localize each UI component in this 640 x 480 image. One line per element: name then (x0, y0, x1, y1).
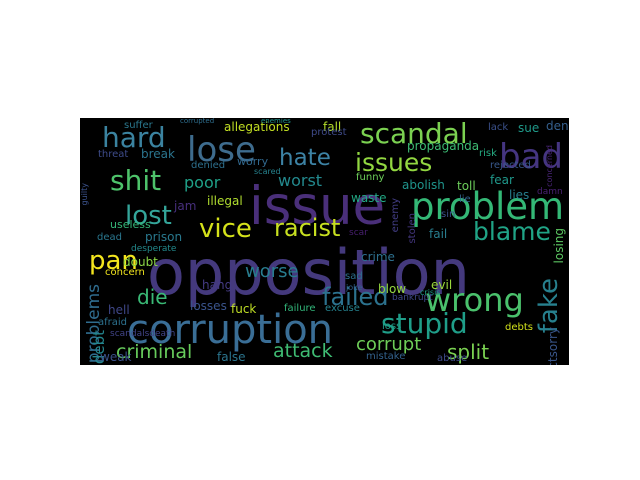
word-sin: sin (441, 209, 456, 220)
word-mistake: mistake (366, 351, 406, 362)
word-blame: blame (473, 217, 551, 246)
word-scandalsdeath: scandalsdeath (110, 329, 176, 339)
word-abuse: abuse (437, 353, 468, 364)
word-doubt: doubt (123, 255, 158, 269)
word-corruption: corruption (127, 307, 334, 353)
word-fall: fall (323, 120, 342, 134)
word-weak: weak (100, 350, 132, 364)
word-poor: poor (184, 173, 221, 192)
word-attack: attack (273, 340, 333, 362)
word-crisis: crisis (420, 288, 441, 297)
word-losing: losing (552, 228, 566, 264)
word-enemy: enemy (390, 198, 401, 233)
word-jam: jam (174, 199, 197, 213)
word-failed: failed (322, 283, 389, 311)
word-problem: problem (411, 185, 565, 228)
word-joke: joke (346, 283, 363, 292)
word-fear: fear (490, 173, 514, 187)
word-crime: crime (361, 250, 395, 264)
word-opposition: opposition (147, 236, 470, 309)
word-hang: hang (202, 278, 233, 292)
word-toll: toll (457, 179, 476, 193)
word-dead: dead (97, 232, 122, 243)
word-rejected: rejected (490, 160, 531, 171)
word-guilty: guilty (80, 183, 89, 206)
word-funny: funny (356, 172, 385, 183)
word-fail: fail (429, 227, 448, 241)
word-bankrupt: bankrupt (392, 293, 433, 303)
word-threat: threat (98, 149, 129, 160)
word-waste: waste (351, 191, 387, 205)
word-break: break (141, 147, 175, 161)
word-prison: prison (145, 230, 183, 244)
word-losses: losses (190, 299, 227, 313)
word-racist: racist (274, 214, 341, 242)
word-worst: worst (278, 171, 323, 190)
word-protest: protest (311, 127, 347, 138)
word-sue: sue (518, 121, 540, 135)
word-worry: worry (237, 155, 269, 168)
word-lack: lack (488, 122, 509, 133)
word-blow: blow (378, 282, 407, 296)
word-scared: scared (254, 167, 281, 176)
word-allegations: allegations (224, 120, 290, 134)
word-lies: lies (509, 188, 530, 202)
word-suffer: suffer (124, 120, 153, 131)
word-false: false (217, 350, 246, 364)
word-rejectsorry: rejectsorry (546, 327, 560, 365)
word-loss: loss (382, 321, 402, 332)
word-stolen: stolen (407, 213, 418, 244)
word-illegal: illegal (207, 194, 243, 208)
word-concerned: concerned (545, 145, 554, 187)
word-issue: issue (249, 176, 386, 237)
word-die: die (137, 285, 168, 309)
word-cloud: opposition issue corruption problem wrong bad… (80, 118, 569, 365)
word-failure: failure (284, 303, 316, 314)
word-wrong: wrong (425, 281, 524, 319)
word-useless: useless (110, 218, 151, 231)
word-criminal: criminal (116, 341, 193, 363)
word-debts: debts (505, 322, 533, 333)
word-damn: damn (537, 187, 563, 197)
word-fuck: fuck (231, 302, 257, 316)
word-worse: worse (245, 261, 299, 282)
word-propaganda: propaganda (407, 139, 480, 153)
word-desperate: desperate (131, 244, 177, 254)
word-scar: scar (349, 228, 368, 238)
word-concern: concern (105, 267, 145, 278)
word-lose: lose (187, 130, 256, 170)
word-evil: evil (431, 278, 453, 292)
word-risk: risk (479, 148, 497, 159)
word-scandal: scandal (360, 118, 468, 150)
word-stupid: stupid (381, 307, 468, 340)
word-hell: hell (108, 303, 130, 317)
word-corrupt: corrupt (356, 334, 422, 355)
word-abolish: abolish (402, 178, 445, 192)
word-sad: sad (345, 271, 363, 282)
word-lost: lost (125, 201, 172, 231)
word-hard: hard (102, 121, 166, 154)
word-vice: vice (199, 214, 252, 244)
word-deny: deny (546, 119, 569, 133)
word-issues: issues (355, 148, 433, 177)
word-lie: lie (459, 194, 471, 205)
word-denied: denied (191, 160, 226, 171)
word-corrupted: corrupted (180, 118, 215, 125)
word-bad: bad (499, 137, 563, 177)
word-split: split (447, 340, 490, 364)
word-pan: pan (89, 246, 138, 276)
word-enemies: enemies (261, 118, 291, 125)
word-excuse: excuse (325, 303, 360, 314)
word-fake: fake (534, 278, 564, 334)
word-shit: shit (110, 164, 162, 197)
word-afraid: afraid (98, 317, 128, 328)
word-hate: hate (279, 145, 331, 171)
